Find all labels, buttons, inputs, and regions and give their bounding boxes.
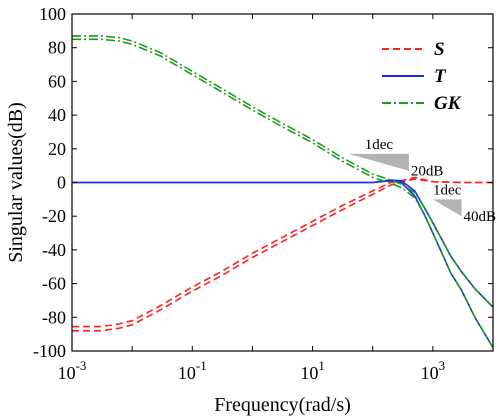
y-tick-label: 20 xyxy=(48,139,66,159)
slope-20db-rise-label: 20dB xyxy=(411,164,444,180)
y-tick-label: -100 xyxy=(33,341,66,361)
y-tick-label: -40 xyxy=(42,240,66,260)
plot-area xyxy=(72,35,494,349)
y-tick-label: -60 xyxy=(42,274,66,294)
slope-20db-run-label: 1dec xyxy=(365,137,394,153)
y-tick-label: -20 xyxy=(42,206,66,226)
axis-ticks: -100 -80 -60 -40 -20 0 20 40 60 80 100 10-3 10-1 101 1… xyxy=(33,4,494,383)
x-tick-label: 103 xyxy=(421,358,446,383)
legend-label-s: S xyxy=(434,39,445,60)
y-tick-label: 0 xyxy=(57,173,66,193)
y-tick-label: -80 xyxy=(42,307,66,327)
slope-40db-run-label: 1dec xyxy=(433,182,462,198)
slope-20db-triangle xyxy=(348,153,409,171)
series-t-line-2 xyxy=(72,179,494,349)
series-gk-line-1 xyxy=(72,35,494,308)
y-tick-label: 100 xyxy=(39,4,66,24)
y-tick-label: 60 xyxy=(48,71,66,91)
legend-label-gk: GK xyxy=(434,93,462,114)
x-axis-label: Frequency(rad/s) xyxy=(214,394,351,416)
series-s-line-2 xyxy=(72,178,493,332)
legend-label-t: T xyxy=(434,66,447,87)
x-tick-label: 10-3 xyxy=(58,358,87,383)
slope-40db-rise-label: 40dB xyxy=(464,209,497,225)
series-s-line-1 xyxy=(72,176,493,328)
series-gk-line-2 xyxy=(72,38,494,349)
y-tick-label: 80 xyxy=(48,38,66,58)
series-t-line-1 xyxy=(72,179,494,308)
y-axis-label: Singular values(dB) xyxy=(5,102,27,263)
x-tick-label: 101 xyxy=(300,358,325,383)
legend: ST GK xyxy=(382,39,462,114)
x-tick-label: 10-1 xyxy=(178,358,207,383)
slope-40db-triangle xyxy=(432,199,462,217)
y-tick-label: 40 xyxy=(48,105,66,125)
